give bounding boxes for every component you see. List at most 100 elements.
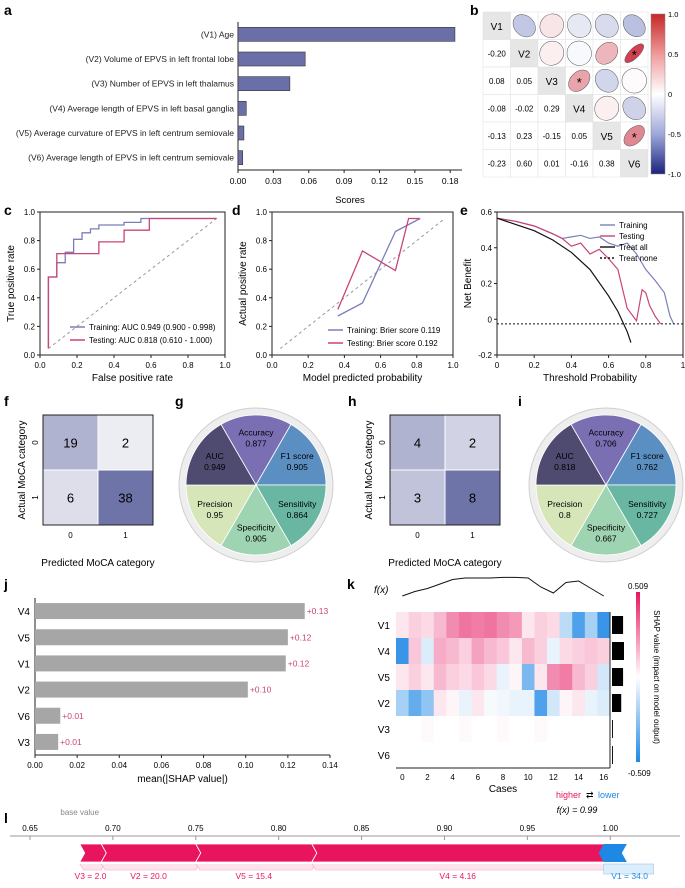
e-x-tick-label: 0.8 [640,361,652,370]
panel-d-calibration-curve: 0.0 0.2 0.4 0.6 0.8 1.0 0.0 0.2 0.4 0.6 0.8 1.0 Mode… [238,208,459,384]
b-correlation-value: -0.23 [488,159,507,168]
panel-letter-e: e [460,202,468,218]
l-positive-segment [100,843,202,863]
f-x-tick-label: 0 [68,531,73,540]
k-importance-bar [612,668,624,686]
j-x-tick-label: 0.14 [322,761,338,770]
b-correlation-value: 0.08 [489,77,505,86]
k-heat-cell [572,638,586,665]
d-reference-diagonal [279,218,446,349]
e-y-tick-label: -0.2 [478,351,492,360]
j-x-tick-label: 0.12 [280,761,296,770]
g-metric-label: Sensitivity [278,499,317,509]
k-heat-cell [597,638,611,665]
e-x-tick-label: 0 [495,361,500,370]
a-bar [237,51,306,67]
b-correlation-value: -0.13 [488,132,507,141]
k-feature-label: V4 [378,647,391,658]
k-heat-cell [534,716,548,743]
b-colorbar-tick: -1.0 [668,170,681,179]
b-diagonal-label: V3 [546,77,559,88]
k-feature-label: V3 [378,725,391,736]
j-x-tick-label: 0.08 [196,761,212,770]
f-matrix-cell [42,414,99,471]
j-bar [35,681,248,698]
c-x-tick-label: 1.0 [219,361,231,370]
k-heat-cell [484,612,498,639]
g-metric-value: 0.877 [245,438,267,448]
j-feature-label: V3 [18,738,31,749]
b-colorbar-tick: -0.5 [668,130,681,139]
l-axis-tick-label: 0.90 [437,824,453,833]
a-category-label: (V3) Number of EPVS in left thalamus [91,79,234,89]
k-heat-cell [559,690,573,717]
k-heat-cell [458,716,472,743]
f-x-axis-title: Predicted MoCA category [41,558,154,569]
e-x-axis-title: Threshold Probability [543,373,637,384]
l-positive-label: V4 = 4.16 [439,871,476,881]
d-x-tick-label: 0.0 [266,361,278,370]
c-y-tick-label: 0.4 [24,294,36,303]
i-metric-value: 0.8 [559,510,571,520]
k-heat-cell [458,664,472,691]
j-bar [35,655,286,672]
b-correlation-value: 0.38 [599,159,615,168]
a-category-label: (V1) Age [201,29,234,39]
h-matrix-cell [444,414,501,471]
k-heat-cell [584,742,598,769]
panel-letter-d: d [232,202,241,218]
l-lower-label: lower [598,790,620,800]
d-x-axis-title: Model predicted probability [303,373,423,384]
l-positive-label: V5 = 15.4 [235,871,272,881]
c-y-tick-label: 0.6 [24,265,36,274]
k-heat-cell [446,690,460,717]
k-heat-cell [496,690,510,717]
e-legend-label: Testing [619,232,644,241]
i-metric-value: 0.667 [595,534,617,544]
k-heat-cell [521,690,535,717]
k-heat-cell [471,612,485,639]
k-heat-cell [408,742,422,769]
b-colorbar [650,13,666,175]
a-category-label: (V6) Average length of EPVS in left cent… [28,153,234,163]
k-heat-cell [534,664,548,691]
d-y-tick-label: 0.0 [256,351,268,360]
k-heat-cell [484,638,498,665]
l-base-value-label: base value [60,808,99,817]
b-correlation-value: -0.08 [488,104,507,113]
g-pie-slice [255,423,327,486]
k-heat-cell [421,742,435,769]
l-axis-tick-label: 0.80 [271,824,287,833]
k-heat-cell [547,664,560,691]
k-heat-cell [446,716,460,743]
i-pie-slice [605,484,677,547]
k-x-axis-title: Cases [489,784,517,795]
h-y-tick-label: 0 [378,440,387,445]
k-heat-cell [572,716,586,743]
g-pie-slice [185,484,257,547]
k-heat-cell [408,664,422,691]
f-cell-value: 6 [67,491,74,506]
j-bar-value: +0.12 [290,632,312,642]
i-metric-label: Precision [547,499,582,509]
panel-letter-j: j [3,576,8,592]
panel-j-shap-importance: V4 +0.13 V5 +0.12 V1 +0.12 V2 +0.10 V6 +0.01 V3 +0.… [18,598,338,785]
i-metric-value: 0.762 [637,462,659,472]
b-cell [482,94,511,123]
panel-letter-k: k [347,576,355,592]
c-x-tick-label: 0.6 [145,361,157,370]
h-x-tick-label: 1 [470,531,475,540]
l-axis-tick-label: 1.00 [602,824,618,833]
k-heat-cell [433,664,447,691]
k-importance-bar [612,642,624,660]
e-legend-label: Treat none [619,254,658,263]
j-x-axis-title: mean(|SHAP value|) [137,774,228,785]
i-pie-slice [570,414,642,486]
j-feature-label: V6 [18,712,31,723]
e-series-line [496,217,675,325]
k-heat-cell [547,612,560,639]
k-heat-cell [572,612,586,639]
h-cell-value: 8 [469,491,476,506]
